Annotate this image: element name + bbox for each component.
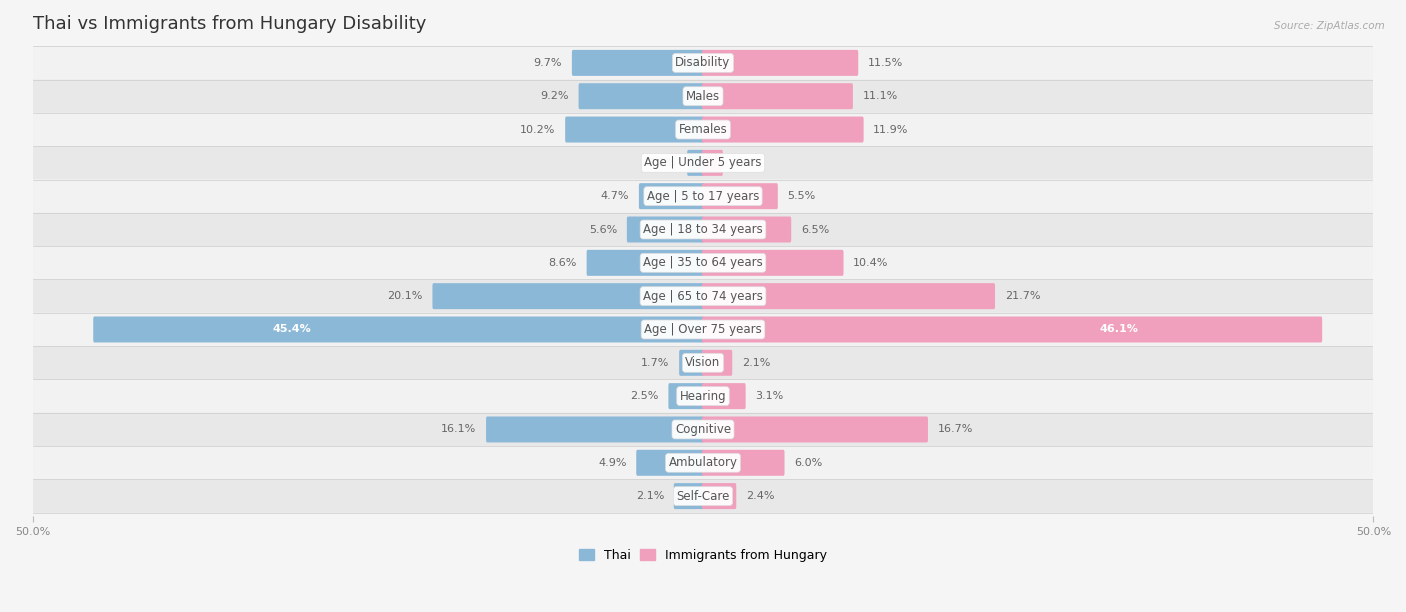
Text: 10.4%: 10.4% <box>853 258 889 268</box>
Text: 1.7%: 1.7% <box>641 358 669 368</box>
FancyBboxPatch shape <box>32 479 1374 513</box>
FancyBboxPatch shape <box>702 183 778 209</box>
Text: Females: Females <box>679 123 727 136</box>
FancyBboxPatch shape <box>32 346 1374 379</box>
FancyBboxPatch shape <box>32 213 1374 246</box>
Text: 1.4%: 1.4% <box>733 158 761 168</box>
Text: 45.4%: 45.4% <box>271 324 311 335</box>
FancyBboxPatch shape <box>32 146 1374 179</box>
FancyBboxPatch shape <box>32 313 1374 346</box>
Text: 9.2%: 9.2% <box>540 91 569 101</box>
FancyBboxPatch shape <box>32 280 1374 313</box>
Text: Age | 65 to 74 years: Age | 65 to 74 years <box>643 289 763 303</box>
FancyBboxPatch shape <box>702 150 723 176</box>
Text: Age | Over 75 years: Age | Over 75 years <box>644 323 762 336</box>
Text: 16.7%: 16.7% <box>938 425 973 435</box>
FancyBboxPatch shape <box>702 350 733 376</box>
Text: 2.5%: 2.5% <box>630 391 659 401</box>
FancyBboxPatch shape <box>702 316 1322 343</box>
Text: 21.7%: 21.7% <box>1005 291 1040 301</box>
Text: Age | 35 to 64 years: Age | 35 to 64 years <box>643 256 763 269</box>
FancyBboxPatch shape <box>702 217 792 242</box>
Text: 4.7%: 4.7% <box>600 191 630 201</box>
Text: 46.1%: 46.1% <box>1099 324 1139 335</box>
FancyBboxPatch shape <box>586 250 704 276</box>
FancyBboxPatch shape <box>32 179 1374 213</box>
Text: Males: Males <box>686 90 720 103</box>
FancyBboxPatch shape <box>579 83 704 109</box>
FancyBboxPatch shape <box>32 47 1374 80</box>
Legend: Thai, Immigrants from Hungary: Thai, Immigrants from Hungary <box>574 543 832 567</box>
Text: Ambulatory: Ambulatory <box>668 457 738 469</box>
Text: 1.1%: 1.1% <box>650 158 678 168</box>
FancyBboxPatch shape <box>668 383 704 409</box>
FancyBboxPatch shape <box>702 383 745 409</box>
Text: 3.1%: 3.1% <box>755 391 783 401</box>
FancyBboxPatch shape <box>93 316 704 343</box>
Text: 2.4%: 2.4% <box>747 491 775 501</box>
FancyBboxPatch shape <box>679 350 704 376</box>
FancyBboxPatch shape <box>32 446 1374 479</box>
FancyBboxPatch shape <box>702 250 844 276</box>
Text: Disability: Disability <box>675 56 731 69</box>
Text: 5.5%: 5.5% <box>787 191 815 201</box>
Text: Source: ZipAtlas.com: Source: ZipAtlas.com <box>1274 21 1385 31</box>
Text: 16.1%: 16.1% <box>441 425 477 435</box>
Text: Thai vs Immigrants from Hungary Disability: Thai vs Immigrants from Hungary Disabili… <box>32 15 426 33</box>
FancyBboxPatch shape <box>627 217 704 242</box>
FancyBboxPatch shape <box>688 150 704 176</box>
Text: 11.9%: 11.9% <box>873 124 908 135</box>
Text: Age | 5 to 17 years: Age | 5 to 17 years <box>647 190 759 203</box>
Text: 10.2%: 10.2% <box>520 124 555 135</box>
Text: Self-Care: Self-Care <box>676 490 730 502</box>
FancyBboxPatch shape <box>702 83 853 109</box>
FancyBboxPatch shape <box>32 246 1374 280</box>
Text: 2.1%: 2.1% <box>636 491 664 501</box>
FancyBboxPatch shape <box>486 416 704 442</box>
Text: 11.1%: 11.1% <box>862 91 898 101</box>
FancyBboxPatch shape <box>702 50 858 76</box>
FancyBboxPatch shape <box>702 416 928 442</box>
Text: Vision: Vision <box>685 356 721 369</box>
Text: 6.5%: 6.5% <box>801 225 830 234</box>
Text: 5.6%: 5.6% <box>589 225 617 234</box>
Text: 6.0%: 6.0% <box>794 458 823 468</box>
Text: Age | Under 5 years: Age | Under 5 years <box>644 156 762 170</box>
FancyBboxPatch shape <box>565 116 704 143</box>
Text: Hearing: Hearing <box>679 390 727 403</box>
FancyBboxPatch shape <box>32 80 1374 113</box>
Text: 20.1%: 20.1% <box>388 291 423 301</box>
FancyBboxPatch shape <box>702 483 737 509</box>
Text: 8.6%: 8.6% <box>548 258 576 268</box>
Text: 9.7%: 9.7% <box>534 58 562 68</box>
Text: 2.1%: 2.1% <box>742 358 770 368</box>
FancyBboxPatch shape <box>32 413 1374 446</box>
FancyBboxPatch shape <box>32 379 1374 413</box>
FancyBboxPatch shape <box>702 283 995 309</box>
FancyBboxPatch shape <box>433 283 704 309</box>
FancyBboxPatch shape <box>638 183 704 209</box>
FancyBboxPatch shape <box>702 450 785 476</box>
Text: Age | 18 to 34 years: Age | 18 to 34 years <box>643 223 763 236</box>
Text: 4.9%: 4.9% <box>598 458 627 468</box>
Text: Cognitive: Cognitive <box>675 423 731 436</box>
FancyBboxPatch shape <box>702 116 863 143</box>
FancyBboxPatch shape <box>673 483 704 509</box>
FancyBboxPatch shape <box>572 50 704 76</box>
FancyBboxPatch shape <box>637 450 704 476</box>
FancyBboxPatch shape <box>32 113 1374 146</box>
Text: 11.5%: 11.5% <box>868 58 903 68</box>
